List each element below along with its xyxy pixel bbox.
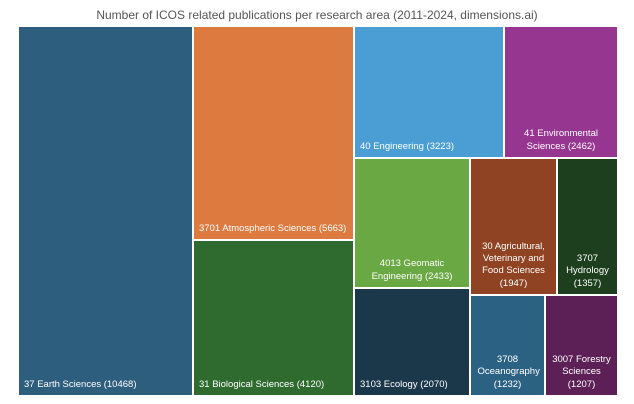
treemap-cell: 3708 Oceanography (1232) [470, 295, 545, 396]
treemap-cell: 30 Agricultural, Veterinary and Food Sci… [470, 158, 557, 295]
cell-label: 3708 Oceanography (1232) [477, 353, 540, 390]
treemap-cell: 41 Environmental Sciences (2462) [504, 26, 618, 158]
cell-label: 41 Environmental Sciences (2462) [524, 128, 598, 152]
cell-label: 4013 Geomatic Engineering (2433) [371, 258, 453, 282]
treemap-cell: 3701 Atmospheric Sciences (5663) [193, 26, 354, 240]
chart-title: Number of ICOS related publications per … [96, 8, 538, 22]
cell-label: 30 Agricultural, Veterinary and Food Sci… [482, 240, 545, 289]
cell-label: 3701 Atmospheric Sciences (5663) [199, 222, 347, 234]
treemap-cell: 3707 Hydrology (1357) [557, 158, 618, 295]
treemap-cell: 40 Engineering (3223) [354, 26, 504, 158]
cell-label: 3103 Ecology (2070) [360, 378, 448, 390]
cell-label: 37 Earth Sciences (10468) [24, 378, 137, 390]
treemap-cell: 31 Biological Sciences (4120) [193, 240, 354, 396]
cell-label: 3007 Forestry Sciences (1207) [552, 353, 611, 390]
treemap-cell: 37 Earth Sciences (10468) [18, 26, 193, 396]
cell-label: 31 Biological Sciences (4120) [199, 378, 325, 390]
treemap-cell: 3103 Ecology (2070) [354, 288, 470, 396]
cell-label: 40 Engineering (3223) [360, 140, 455, 152]
treemap-cell: 3007 Forestry Sciences (1207) [545, 295, 618, 396]
cell-label: 3707 Hydrology (1357) [566, 252, 609, 289]
treemap-cell: 4013 Geomatic Engineering (2433) [354, 158, 470, 288]
